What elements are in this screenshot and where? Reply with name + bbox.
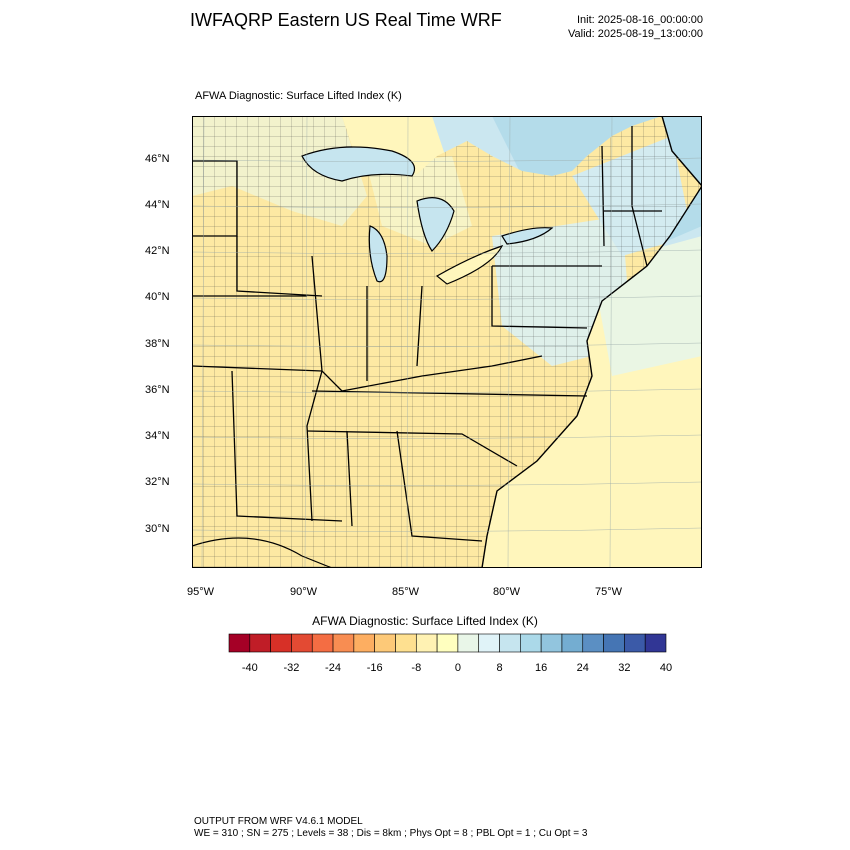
colorbar-swatch <box>228 633 251 653</box>
colorbar-swatch <box>582 633 604 653</box>
lake-ontario <box>501 227 554 245</box>
colorbar-label: 24 <box>576 662 589 674</box>
colorbar-swatch <box>311 633 334 653</box>
gulf-coastline <box>191 537 333 569</box>
map-svg <box>191 115 703 569</box>
lake-huron <box>416 197 455 252</box>
lat-label: 30°N <box>145 523 170 535</box>
colorbar-label: -32 <box>283 662 300 674</box>
lat-label: 42°N <box>145 245 170 257</box>
time-info: Init: 2025-08-16_00:00:00 Valid: 2025-08… <box>568 13 703 41</box>
colorbar-label: -8 <box>411 662 422 674</box>
lat-label: 38°N <box>145 338 170 350</box>
state-borders <box>191 126 662 542</box>
lon-label: 90°W <box>290 586 318 598</box>
lat-label: 34°N <box>145 430 170 442</box>
field-label: AFWA Diagnostic: Surface Lifted Index (K… <box>195 90 402 102</box>
footer-line-2: WE = 310 ; SN = 275 ; Levels = 38 ; Dis … <box>194 828 588 839</box>
graticule <box>191 115 703 569</box>
lat-label: 40°N <box>145 291 170 303</box>
footer-line-1: OUTPUT FROM WRF V4.6.1 MODEL <box>194 816 363 827</box>
lon-label: 80°W <box>493 586 521 598</box>
colorbar-swatch <box>436 633 459 653</box>
lake-michigan <box>368 225 388 283</box>
lat-label: 32°N <box>145 476 170 488</box>
colorbar-swatch <box>395 633 417 653</box>
lake-erie <box>435 244 504 285</box>
colorbar-swatch <box>415 633 438 653</box>
colorbar-swatch <box>270 633 292 653</box>
lat-label: 44°N <box>145 199 170 211</box>
lat-label: 46°N <box>145 153 170 165</box>
map-border <box>192 116 702 568</box>
colorbar-swatch <box>561 633 584 653</box>
colorbar-title: AFWA Diagnostic: Surface Lifted Index (K… <box>312 614 538 628</box>
lon-label: 85°W <box>392 586 420 598</box>
colorbar-label: 32 <box>618 662 631 674</box>
colorbar-swatch <box>478 633 500 653</box>
colorbar-label: 8 <box>496 662 503 674</box>
colorbar-swatch <box>374 633 396 653</box>
colorbar-label: -40 <box>241 662 258 674</box>
colorbar-swatch <box>624 633 646 653</box>
colorbar-swatch <box>457 633 480 653</box>
colorbar-label: -24 <box>325 662 341 674</box>
init-time: Init: 2025-08-16_00:00:00 <box>577 14 703 26</box>
colorbar-swatch <box>353 633 375 653</box>
colorbar-label: 40 <box>659 662 673 674</box>
lon-label: 95°W <box>187 586 215 598</box>
colorbar-swatch <box>499 633 521 653</box>
colorbar-swatch <box>644 633 667 653</box>
colorbar-swatch <box>540 633 563 653</box>
lat-label: 36°N <box>145 384 170 396</box>
colorbar <box>228 633 667 653</box>
colorbar-swatch <box>249 633 271 653</box>
colorbar-label: 16 <box>534 662 548 674</box>
colorbar-label: -16 <box>366 662 383 674</box>
colorbar-swatch <box>332 633 355 653</box>
colorbar-swatch <box>603 633 625 653</box>
model-footer: OUTPUT FROM WRF V4.6.1 MODEL WE = 310 ; … <box>194 816 587 840</box>
colorbar-swatch <box>520 633 542 653</box>
map-panel <box>191 115 703 569</box>
colorbar-swatch <box>291 633 313 653</box>
colorbar-label: 0 <box>454 662 461 674</box>
lon-label: 75°W <box>595 586 623 598</box>
lake-superior <box>301 146 416 182</box>
valid-time: Valid: 2025-08-19_13:00:00 <box>568 28 703 40</box>
plot-title: IWFAQRP Eastern US Real Time WRF <box>190 10 502 30</box>
